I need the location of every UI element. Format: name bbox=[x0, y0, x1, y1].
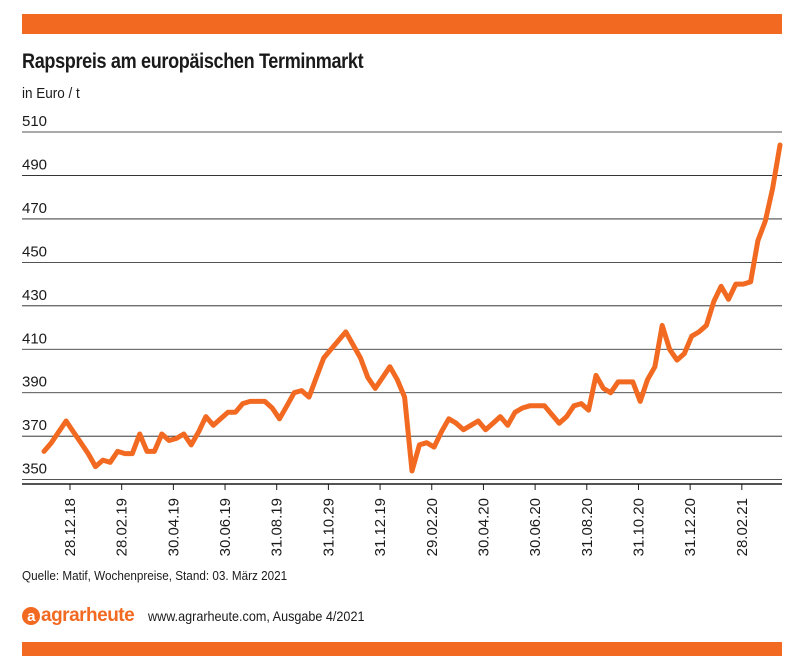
x-tick-label-8: 30.04.20 bbox=[475, 498, 492, 556]
logo-text: agrarheute bbox=[41, 605, 135, 626]
x-tick-label-10: 31.08.20 bbox=[579, 498, 596, 556]
x-tick-label-12: 31.12.20 bbox=[682, 498, 699, 556]
chart-title: Rapspreis am europäischen Terminmarkt bbox=[22, 50, 364, 73]
rapspreis-series-line bbox=[41, 142, 783, 474]
x-tick-label-0: 28.12.18 bbox=[62, 498, 79, 556]
x-tick-label-9: 30.06.20 bbox=[527, 498, 544, 556]
x-tick-label-4: 31.08.19 bbox=[269, 498, 286, 556]
bottom-accent-bar bbox=[22, 642, 782, 656]
y-tick-label-490: 490 bbox=[22, 156, 47, 173]
x-tick-label-6: 31.12.19 bbox=[372, 498, 389, 556]
brand-logo[interactable]: a agrarheute bbox=[22, 605, 135, 627]
footer-meta: www.agrarheute.com, Ausgabe 4/2021 bbox=[148, 608, 364, 624]
x-tick-label-3: 30.06.19 bbox=[217, 498, 234, 556]
issue-label: Ausgabe 4/2021 bbox=[272, 608, 365, 624]
source-note: Quelle: Matif, Wochenpreise, Stand: 03. … bbox=[22, 568, 288, 583]
website-link[interactable]: www.agrarheute.com, bbox=[148, 608, 271, 624]
y-tick-label-410: 410 bbox=[22, 330, 47, 347]
y-tick-label-390: 390 bbox=[22, 374, 47, 391]
x-tick-label-5: 31.10.29 bbox=[320, 498, 337, 556]
x-tick-label-2: 30.04.19 bbox=[165, 498, 182, 556]
y-tick-label-510: 510 bbox=[22, 113, 47, 130]
top-accent-bar bbox=[22, 14, 782, 34]
y-tick-label-430: 430 bbox=[22, 287, 47, 304]
unit-label: in Euro / t bbox=[22, 85, 80, 102]
x-tick-label-13: 28.02.21 bbox=[734, 498, 751, 556]
logo-a-icon: a bbox=[22, 607, 40, 625]
y-tick-label-450: 450 bbox=[22, 243, 47, 260]
x-tick-label-7: 29.02.20 bbox=[424, 498, 441, 556]
footer: a agrarheute www.agrarheute.com, Ausgabe … bbox=[22, 604, 389, 628]
y-tick-label-350: 350 bbox=[22, 461, 47, 478]
y-tick-label-370: 370 bbox=[22, 417, 47, 434]
x-tick-label-1: 28.02.19 bbox=[114, 498, 131, 556]
x-tick-label-11: 31.10.20 bbox=[630, 498, 647, 556]
y-tick-label-470: 470 bbox=[22, 200, 47, 217]
